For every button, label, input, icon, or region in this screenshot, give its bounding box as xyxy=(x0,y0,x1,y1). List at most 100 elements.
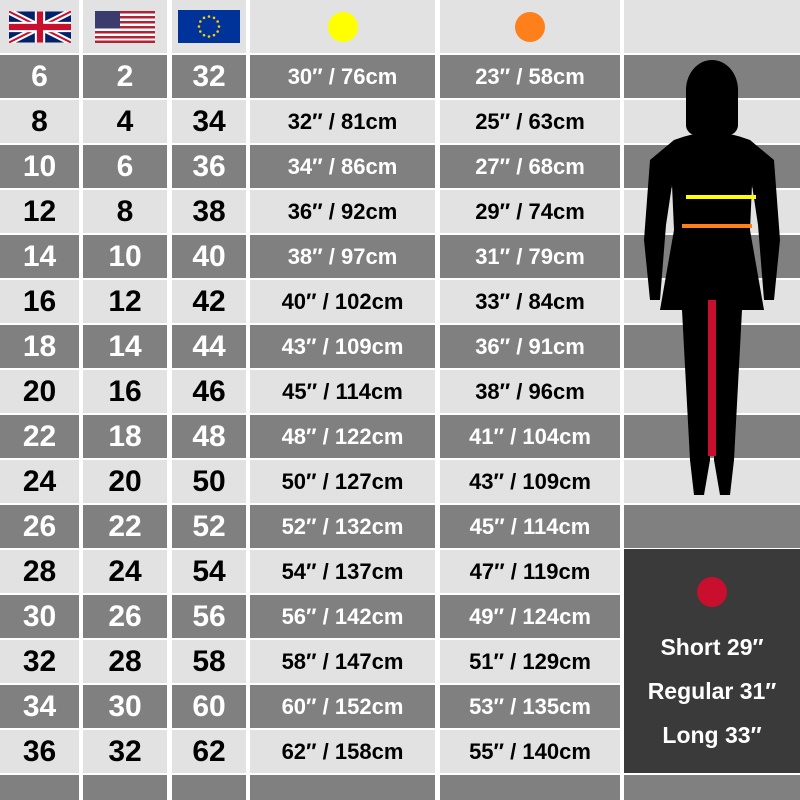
eu-star-icon xyxy=(207,35,211,38)
size-cell-eu: 34 xyxy=(172,100,246,143)
size-cell-uk: 18 xyxy=(0,325,79,368)
us-size-column: 2 4 6 8 10 12 14 16 18 20 22 24 26 28 30 32 xyxy=(83,0,167,800)
size-cell-waist: 50″ / 127cm xyxy=(250,460,435,503)
size-cell-waist: 56″ / 142cm xyxy=(250,595,435,638)
size-cell-eu: 54 xyxy=(172,550,246,593)
size-cell-uk: 30 xyxy=(0,595,79,638)
size-cell-us: 12 xyxy=(83,280,167,323)
size-cell-waist: 38″ / 97cm xyxy=(250,235,435,278)
size-cell-waist: 52″ / 132cm xyxy=(250,505,435,548)
eu-header xyxy=(172,0,246,53)
figure-column xyxy=(624,0,800,800)
size-cell-uk: 16 xyxy=(0,280,79,323)
orange-hip-dot-icon xyxy=(515,11,545,42)
eu-star-icon xyxy=(216,30,219,33)
eu-star-icon xyxy=(212,33,216,37)
size-cell-eu: 46 xyxy=(172,370,246,413)
size-cell-waist: 43″ / 109cm xyxy=(250,325,435,368)
size-cell-us: 32 xyxy=(83,730,167,773)
size-cell-us: 14 xyxy=(83,325,167,368)
figure-stripe xyxy=(624,145,800,188)
eu-star-icon xyxy=(199,30,202,33)
figure-stripe xyxy=(624,280,800,323)
eu-star-icon xyxy=(197,25,201,28)
figure-stripe xyxy=(624,415,800,458)
figure-header xyxy=(624,0,800,53)
size-cell-hip: 38″ / 96cm xyxy=(440,370,620,413)
size-cell-hip: 49″ / 124cm xyxy=(440,595,620,638)
size-cell-eu: 40 xyxy=(172,235,246,278)
figure-stripe xyxy=(624,100,800,143)
eu-star-icon xyxy=(217,25,221,28)
size-cell-us: 6 xyxy=(83,145,167,188)
eu-size-column: 32 34 36 38 40 42 44 46 48 50 52 54 56 58 60 62 xyxy=(172,0,246,800)
size-cell-uk: 12 xyxy=(0,190,79,233)
yellow-waist-dot-icon xyxy=(327,11,358,42)
size-cell-uk: 24 xyxy=(0,460,79,503)
size-cell-us: 8 xyxy=(83,190,167,233)
size-cell-us: 10 xyxy=(83,235,167,278)
size-cell-uk: 36 xyxy=(0,730,79,773)
figure-stripe xyxy=(624,505,800,548)
size-cell-eu: 32 xyxy=(172,55,246,98)
size-cell-waist: 48″ / 122cm xyxy=(250,415,435,458)
size-cell-eu: 38 xyxy=(172,190,246,233)
eu-star-icon xyxy=(202,33,206,37)
size-cell-eu: 44 xyxy=(172,325,246,368)
size-cell-eu: 58 xyxy=(172,640,246,683)
size-cell-us: 4 xyxy=(83,100,167,143)
uk-flag-icon xyxy=(8,10,71,43)
size-cell-waist: 40″ / 102cm xyxy=(250,280,435,323)
figure-stripe xyxy=(624,460,800,503)
size-cell-waist: 60″ / 152cm xyxy=(250,685,435,728)
eu-flag-icon xyxy=(178,10,240,43)
size-cell-uk: 20 xyxy=(0,370,79,413)
size-cell-hip: 51″ / 129cm xyxy=(440,640,620,683)
bottom-stripe xyxy=(440,775,620,800)
hip-column: 23″ / 58cm 25″ / 63cm 27″ / 68cm 29″ / 74cm… xyxy=(440,0,620,800)
size-cell-waist: 58″ / 147cm xyxy=(250,640,435,683)
size-cell-us: 20 xyxy=(83,460,167,503)
figure-stripe xyxy=(624,190,800,233)
bottom-stripe xyxy=(83,775,167,800)
eu-star-icon xyxy=(207,15,211,18)
size-cell-hip: 27″ / 68cm xyxy=(440,145,620,188)
size-cell-waist: 36″ / 92cm xyxy=(250,190,435,233)
waist-column: 30″ / 76cm 32″ / 81cm 34″ / 86cm 36″ / 92cm… xyxy=(250,0,435,800)
size-cell-hip: 29″ / 74cm xyxy=(440,190,620,233)
figure-stripe xyxy=(624,55,800,98)
size-cell-eu: 62 xyxy=(172,730,246,773)
eu-star-icon xyxy=(216,20,219,23)
hip-header xyxy=(440,0,620,53)
size-cell-us: 18 xyxy=(83,415,167,458)
figure-stripe xyxy=(624,325,800,368)
size-cell-us: 30 xyxy=(83,685,167,728)
size-cell-us: 16 xyxy=(83,370,167,413)
size-cell-waist: 32″ / 81cm xyxy=(250,100,435,143)
eu-star-icon xyxy=(199,20,202,23)
size-cell-hip: 33″ / 84cm xyxy=(440,280,620,323)
size-cell-eu: 48 xyxy=(172,415,246,458)
figure-stripe xyxy=(624,370,800,413)
size-cell-hip: 43″ / 109cm xyxy=(440,460,620,503)
figure-stripe xyxy=(624,235,800,278)
size-cell-waist: 45″ / 114cm xyxy=(250,370,435,413)
uk-header xyxy=(0,0,79,53)
size-cell-uk: 34 xyxy=(0,685,79,728)
bottom-stripe xyxy=(172,775,246,800)
size-cell-uk: 26 xyxy=(0,505,79,548)
size-cell-uk: 8 xyxy=(0,100,79,143)
eu-star-icon xyxy=(202,16,206,20)
size-cell-waist: 62″ / 158cm xyxy=(250,730,435,773)
size-cell-uk: 22 xyxy=(0,415,79,458)
size-cell-uk: 6 xyxy=(0,55,79,98)
size-cell-us: 22 xyxy=(83,505,167,548)
uk-size-column: 6 8 10 12 14 16 18 20 22 24 26 28 30 32 34 36 xyxy=(0,0,79,800)
size-cell-us: 2 xyxy=(83,55,167,98)
size-cell-hip: 53″ / 135cm xyxy=(440,685,620,728)
size-cell-us: 26 xyxy=(83,595,167,638)
size-cell-hip: 41″ / 104cm xyxy=(440,415,620,458)
size-cell-uk: 14 xyxy=(0,235,79,278)
size-cell-eu: 36 xyxy=(172,145,246,188)
size-cell-waist: 30″ / 76cm xyxy=(250,55,435,98)
